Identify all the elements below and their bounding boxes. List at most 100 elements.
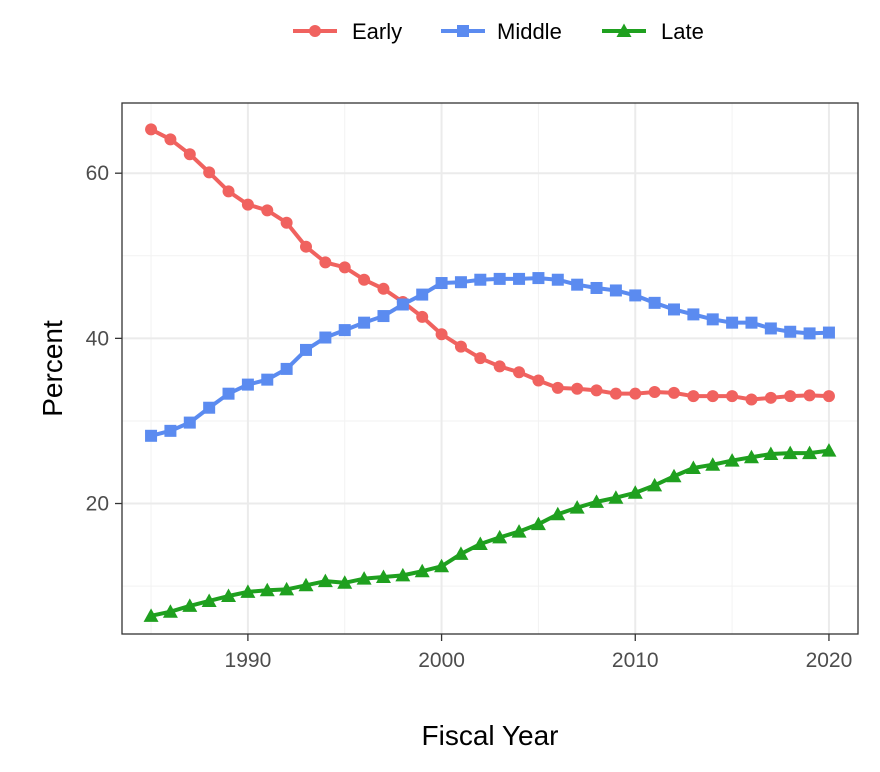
data-point-middle [784,325,797,338]
legend-label-early: Early [352,19,402,44]
data-point-early [145,123,158,136]
x-axis-title: Fiscal Year [422,720,559,751]
y-tick-label: 60 [86,162,109,185]
data-point-middle [474,273,487,286]
legend-key-marker-middle [457,25,469,37]
data-point-late [279,581,295,596]
data-point-late [298,577,314,592]
x-tick-label: 2010 [612,649,659,672]
data-point-late [434,558,450,573]
data-point-middle [687,308,700,321]
data-point-middle [145,429,158,442]
data-point-middle [668,303,680,316]
data-point-late [337,575,353,589]
plot-area [121,102,859,635]
data-point-late [317,573,333,588]
data-point-late [569,500,585,514]
data-point-early [551,381,564,394]
data-point-late [259,582,275,597]
data-point-early [726,390,739,403]
data-point-middle [726,316,739,329]
data-point-middle [609,284,622,297]
x-tick-label: 2020 [806,649,853,672]
data-point-early [493,360,506,373]
legend-label-middle: Middle [497,19,562,44]
data-point-early [474,352,487,365]
data-point-late [472,536,488,550]
data-point-early [280,216,293,229]
data-point-middle [435,277,448,290]
y-axis: 20 40 60 [86,162,122,516]
data-point-early [377,282,390,295]
data-point-middle [706,313,719,326]
data-point-late [162,604,178,618]
data-point-late [143,608,159,622]
data-point-late [550,506,566,521]
legend-item-late: Late [602,19,704,44]
data-point-middle [822,326,835,339]
data-point-middle [590,281,603,294]
data-point-early [319,256,332,269]
data-point-late [705,457,721,471]
data-point-early [668,386,680,399]
legend-key-marker-early [309,25,321,37]
data-point-late [782,445,798,460]
data-point-early [803,389,816,402]
data-point-middle [454,276,467,289]
data-point-middle [241,378,254,391]
legend-key-marker-late [616,23,632,37]
data-point-early [241,198,254,211]
data-point-middle [377,310,390,323]
data-point-early [648,386,661,399]
data-point-early [222,185,235,198]
data-point-early [338,261,351,274]
data-point-late [647,477,663,492]
data-point-middle [358,316,371,329]
data-point-early [609,387,622,400]
data-point-early [822,390,835,403]
data-point-early [416,310,429,323]
data-point-late [627,485,643,499]
data-point-late [375,569,391,584]
data-point-late [240,584,256,598]
panel-border [121,102,859,635]
data-point-middle [416,288,429,301]
data-point-middle [745,316,758,329]
legend: Early Middle Late [293,19,704,44]
data-point-early [590,384,603,397]
legend-item-early: Early [293,19,402,44]
series-layer [143,123,837,622]
data-point-late [685,460,701,475]
data-point-early [687,390,700,403]
data-point-late [511,524,527,538]
data-point-middle [261,373,274,386]
x-tick-label: 2000 [418,649,465,672]
legend-item-middle: Middle [441,19,562,44]
data-point-middle [396,298,409,311]
data-point-late [666,468,682,483]
data-point-early [358,273,371,286]
data-point-late [763,446,779,460]
data-point-early [435,328,448,341]
data-point-late [414,563,430,578]
data-point-middle [164,424,177,437]
grid-major [122,103,858,634]
data-point-early [183,148,196,161]
data-point-late [724,453,740,467]
x-axis: 1990 2000 2010 2020 [225,634,853,672]
data-point-middle [551,273,564,286]
data-point-early [706,390,719,403]
data-point-early [745,393,758,406]
data-point-late [821,443,837,457]
series-early [145,123,835,406]
series-late [143,443,837,622]
y-tick-label: 40 [86,327,109,350]
data-point-middle [532,272,545,285]
data-point-late [395,567,411,582]
data-point-late [453,546,469,560]
data-point-early [764,391,777,404]
data-point-middle [338,324,351,337]
data-point-middle [280,362,293,375]
y-tick-label: 20 [86,493,109,516]
